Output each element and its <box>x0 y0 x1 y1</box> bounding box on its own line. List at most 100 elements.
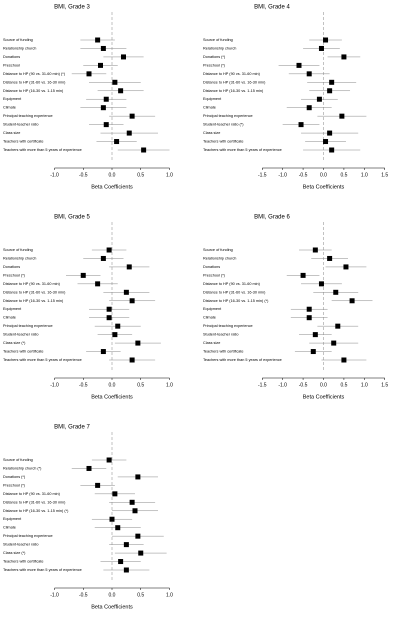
x-tick-label: 1.0 <box>361 382 368 388</box>
point-estimate <box>329 147 335 153</box>
x-tick-label: 0.5 <box>137 172 144 178</box>
point-estimate <box>339 113 345 119</box>
point-estimate <box>310 349 316 355</box>
x-tick-label: -0.5 <box>79 382 88 388</box>
point-estimate <box>135 340 141 346</box>
point-estimate <box>323 139 329 145</box>
row-label: Source of funding <box>203 38 233 42</box>
row-label: Distance to HP (31-60 vs. 16-30 min) <box>3 500 66 504</box>
row-label: Source of funding <box>3 38 33 42</box>
row-label: Teachers with certificate <box>203 140 244 144</box>
x-tick-label: -0.5 <box>79 592 88 598</box>
row-label: Distance to HP (90 vs. 31-60 min) <box>3 282 61 286</box>
row-label: Teachers with more than 5 years of exper… <box>203 148 282 152</box>
row-label: Equipment <box>203 97 222 101</box>
point-estimate <box>349 298 355 304</box>
point-estimate <box>306 105 312 111</box>
x-tick-label: 0.5 <box>137 382 144 388</box>
row-label: Student-teacher ratio <box>3 123 38 127</box>
row-label: Distance to HP (31-60 vs. 16-30 min) <box>3 290 66 294</box>
point-estimate <box>114 139 120 145</box>
row-label: Distance to HP (90 vs. 31-60 min) <box>3 492 61 496</box>
panel-title: BMI, Grade 4 <box>254 5 290 11</box>
x-tick-label: 0.0 <box>320 172 327 178</box>
point-estimate <box>343 264 349 270</box>
x-tick-label: -1.0 <box>50 592 59 598</box>
row-label: Relationship church <box>3 256 36 260</box>
row-label: Preschool (*) <box>3 483 26 487</box>
row-label: Relationship church <box>203 46 236 50</box>
row-label: Principal teaching experience <box>3 114 53 118</box>
point-estimate <box>118 88 124 94</box>
point-estimate <box>306 71 312 77</box>
row-label: Student-teacher ratio <box>203 333 238 337</box>
x-tick-label: 1.5 <box>381 382 388 388</box>
x-axis-label: Beta Coefficients <box>91 184 133 190</box>
point-estimate <box>132 508 138 514</box>
row-label: Equipment <box>3 307 22 311</box>
point-estimate <box>138 550 144 556</box>
x-axis-label: Beta Coefficients <box>303 394 345 400</box>
row-label: Source of funding <box>203 248 233 252</box>
point-estimate <box>98 62 103 68</box>
point-estimate <box>123 567 129 573</box>
row-label: Teachers with more than 5 years of exper… <box>3 148 82 152</box>
row-label: Principal teaching experience <box>3 324 53 328</box>
x-tick-label: 0.5 <box>340 382 347 388</box>
point-estimate <box>95 281 101 287</box>
row-label: Teachers with more than 5 years of exper… <box>3 568 82 572</box>
point-estimate <box>318 281 324 287</box>
point-estimate <box>335 323 341 329</box>
x-tick-label: -1.5 <box>258 382 267 388</box>
point-estimate <box>95 37 101 43</box>
point-estimate <box>118 559 124 565</box>
x-tick-label: 0.5 <box>137 592 144 598</box>
row-label: Distance to HP (16-30 vs. 1-15 min) (*) <box>3 509 69 513</box>
point-estimate <box>100 255 106 261</box>
point-estimate <box>327 130 333 136</box>
x-tick-label: 1.0 <box>166 382 173 388</box>
row-label: Teachers with certificate <box>203 350 244 354</box>
point-estimate <box>112 491 118 497</box>
row-label: Teachers with certificate <box>3 350 44 354</box>
point-estimate <box>106 457 112 463</box>
point-estimate <box>318 45 324 51</box>
point-estimate <box>300 272 306 278</box>
panel-title: BMI, Grade 7 <box>54 425 90 431</box>
point-estimate <box>306 306 312 312</box>
point-estimate <box>306 315 312 321</box>
x-tick-label: 1.5 <box>381 172 388 178</box>
panel-title: BMI, Grade 6 <box>254 215 290 221</box>
row-label: Climate <box>203 106 216 110</box>
row-label: Source of funding <box>3 248 33 252</box>
point-estimate <box>341 54 347 60</box>
point-estimate <box>109 516 115 522</box>
row-label: Donations (*) <box>3 475 26 479</box>
row-label: Climate <box>3 316 16 320</box>
point-estimate <box>129 499 135 505</box>
row-label: Preschool (*) <box>3 273 26 277</box>
point-estimate <box>115 525 121 531</box>
row-label: Class size <box>3 131 20 135</box>
point-estimate <box>112 79 118 85</box>
point-estimate <box>329 79 335 85</box>
row-label: Distance to HP (16-30 vs. 1-15 min) (*) <box>203 299 269 303</box>
panel-title: BMI, Grade 5 <box>54 215 90 221</box>
row-label: Donations <box>3 265 20 269</box>
point-estimate <box>296 62 302 68</box>
row-label: Distance to HP (16-30 vs. 1-15 min) <box>3 89 64 93</box>
row-label: Distance to HP (90 vs. 31-60 min) (*) <box>3 72 66 76</box>
point-estimate <box>316 96 322 102</box>
point-estimate <box>312 332 318 338</box>
row-label: Student-teacher ratio (*) <box>203 123 244 127</box>
point-estimate <box>135 533 141 539</box>
row-label: Teachers with certificate <box>3 140 44 144</box>
row-label: Donations <box>203 265 220 269</box>
row-label: Distance to HP (16-30 vs. 1-15 min) <box>3 299 64 303</box>
panel-title: BMI, Grade 3 <box>54 5 90 11</box>
row-label: Distance to HP (31-60 vs. 16-30 min) <box>203 80 266 84</box>
row-label: Source of funding <box>3 458 33 462</box>
row-label: Donations <box>3 55 20 59</box>
point-estimate <box>103 122 109 128</box>
x-axis-label: Beta Coefficients <box>91 604 133 610</box>
